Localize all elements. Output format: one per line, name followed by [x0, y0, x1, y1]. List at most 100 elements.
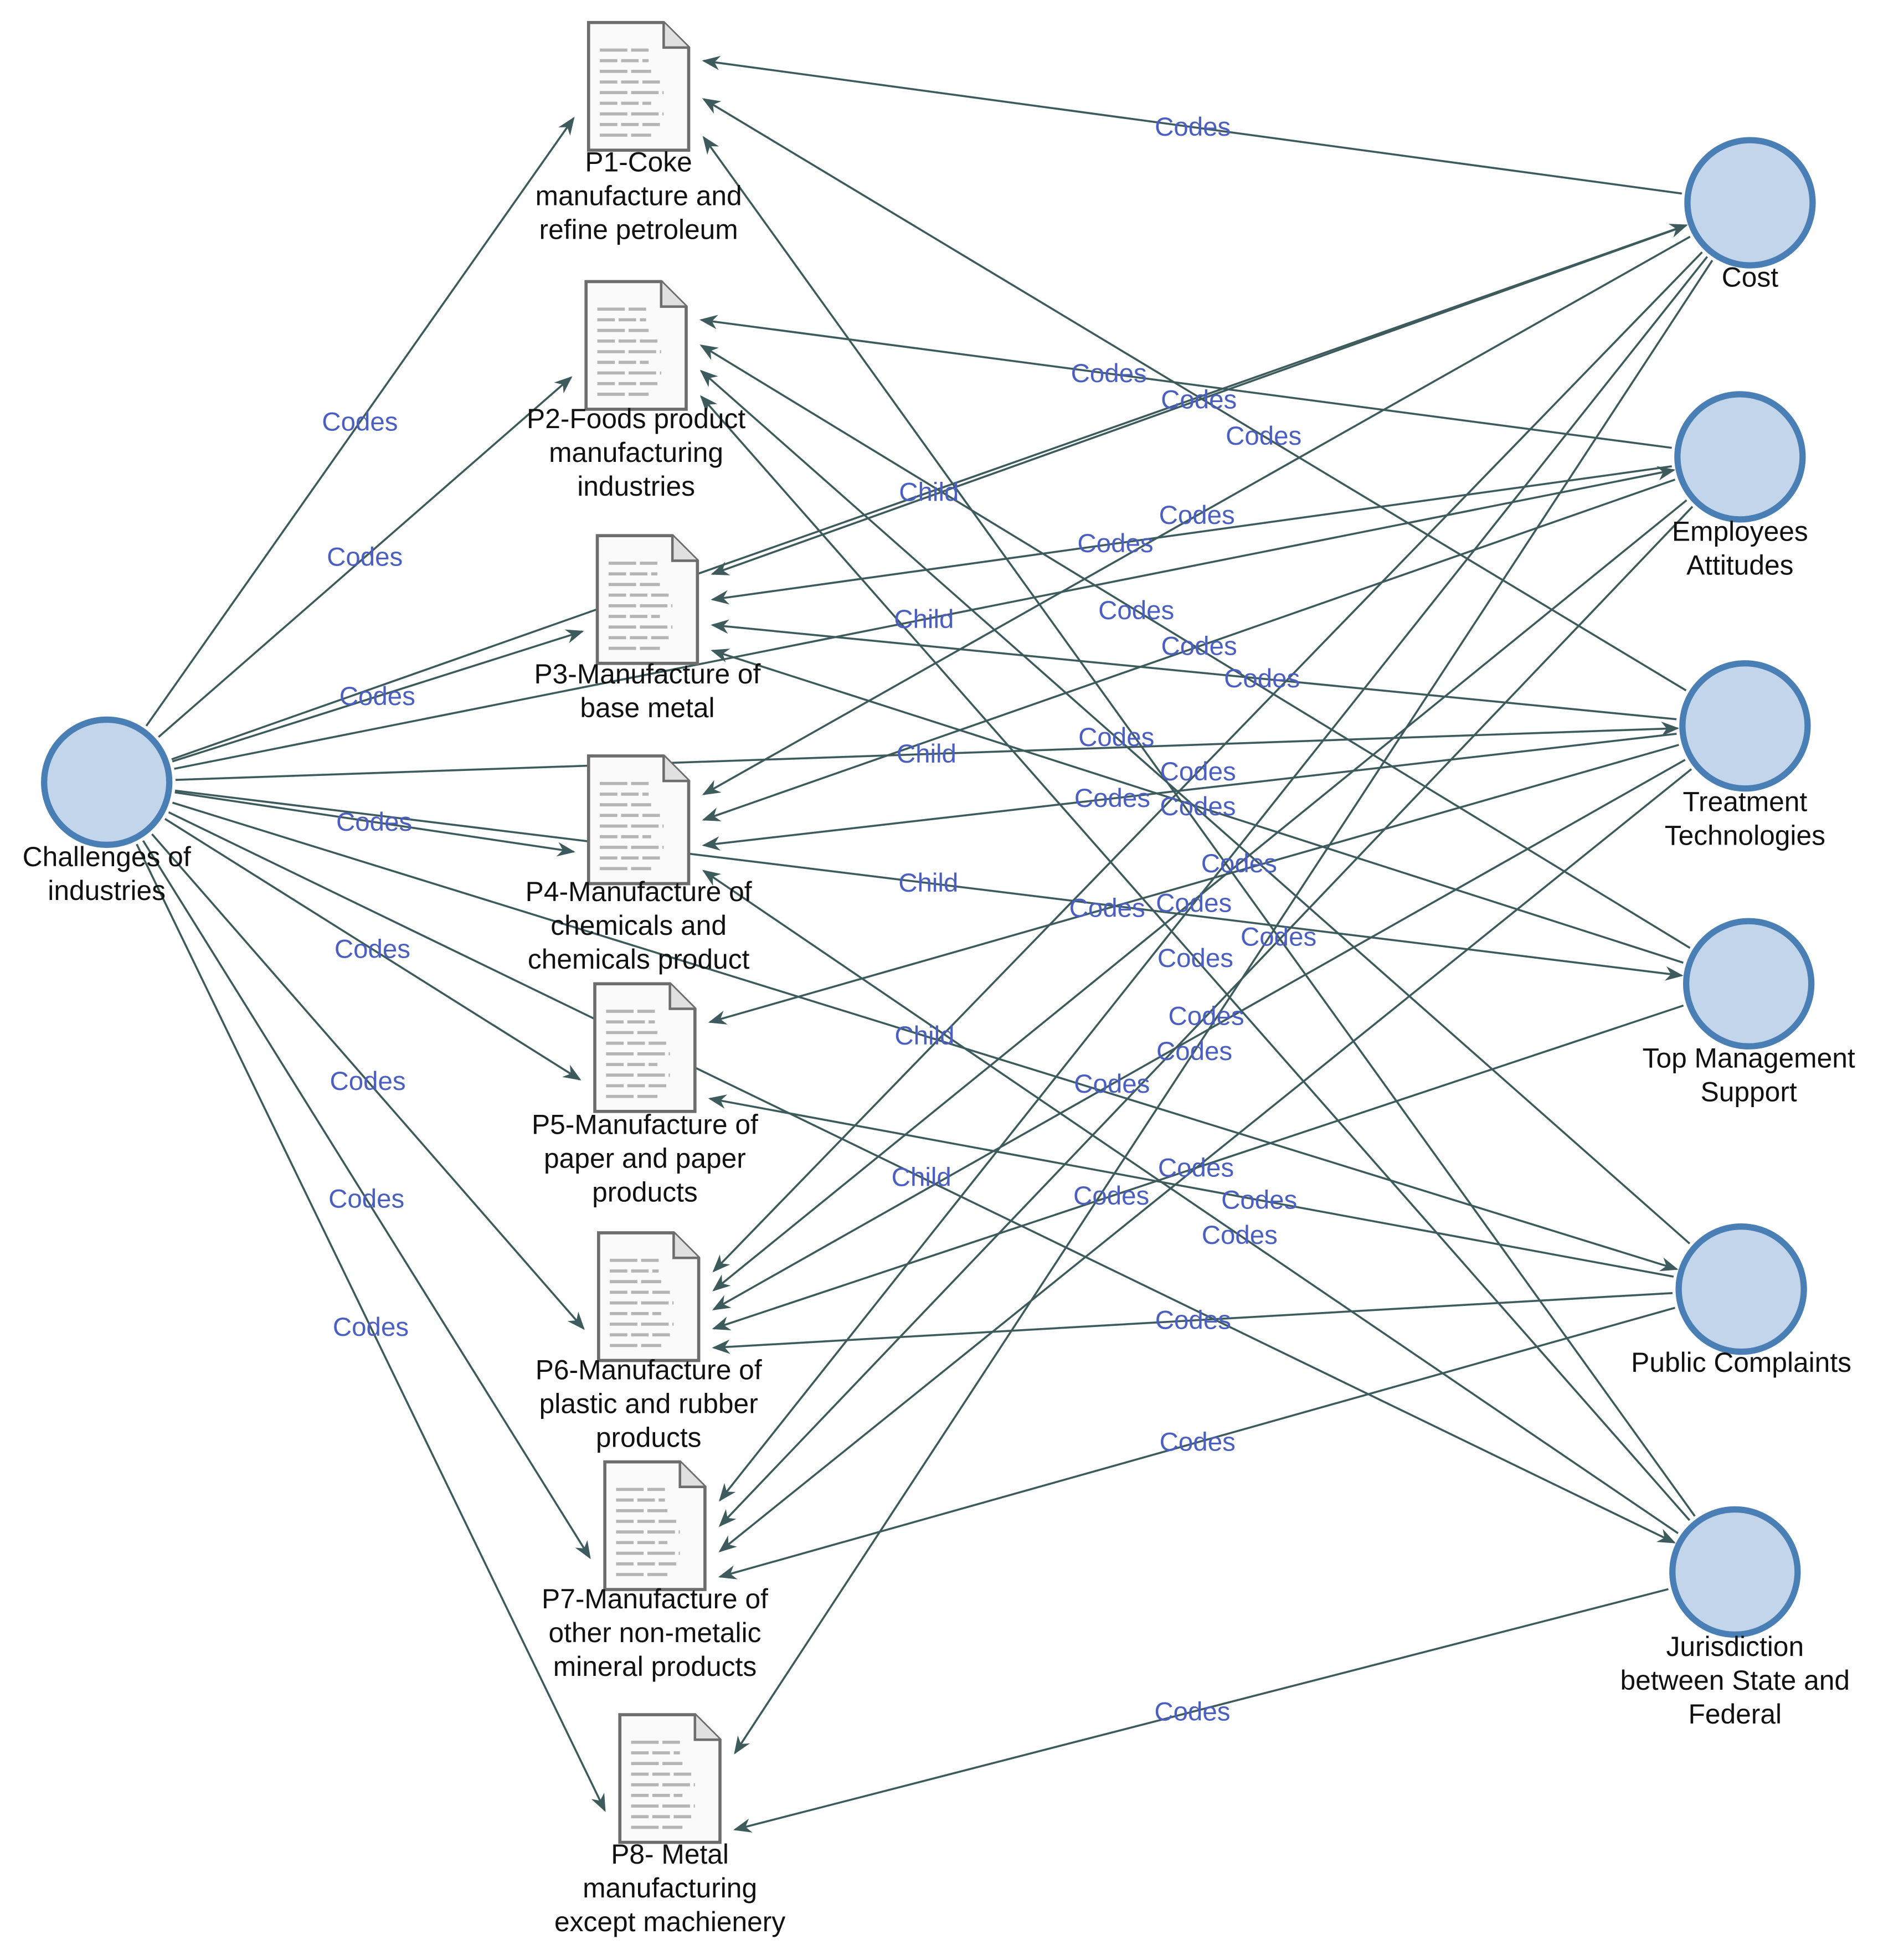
- document-icon[interactable]: [595, 534, 699, 665]
- edge-pub-P6[interactable]: [712, 1292, 1673, 1354]
- edge-emp-P4[interactable]: [702, 479, 1676, 821]
- edge-top-P6[interactable]: [712, 1004, 1684, 1330]
- edge-label: Codes: [328, 1185, 404, 1214]
- edge-emp-P6[interactable]: [712, 499, 1687, 1292]
- document-icon[interactable]: [618, 1713, 722, 1844]
- edge-cost-P3[interactable]: [711, 225, 1686, 575]
- edge-hub-emp[interactable]: [174, 466, 1676, 770]
- edge-label: Codes: [1073, 1181, 1149, 1211]
- edge-treat-P7[interactable]: [718, 768, 1692, 1552]
- edge-treat-P5[interactable]: [708, 744, 1679, 1025]
- edge-label: Codes: [1078, 723, 1154, 752]
- node-label: products: [596, 1422, 702, 1453]
- edge-cost-P6[interactable]: [712, 251, 1703, 1273]
- edge-pub-P7[interactable]: [718, 1306, 1675, 1580]
- document-icon[interactable]: [586, 20, 691, 152]
- edge-treat-P1[interactable]: [702, 98, 1687, 692]
- edge-hub-P5[interactable]: [164, 818, 582, 1081]
- edge-emp-P7[interactable]: [718, 506, 1694, 1527]
- edge-jur-P4[interactable]: [702, 870, 1679, 1535]
- edge-cost-P8[interactable]: [734, 260, 1714, 1755]
- document-icon[interactable]: [603, 1460, 707, 1591]
- edge-top-P3[interactable]: [711, 649, 1684, 964]
- circle-node-icon[interactable]: [1675, 1223, 1807, 1355]
- node-label: Attitudes: [1686, 549, 1793, 580]
- edge-hub-P4[interactable]: [174, 791, 575, 857]
- edge-jur-P1[interactable]: [702, 136, 1696, 1517]
- edge-label: Codes: [1074, 784, 1150, 813]
- edge-jur-P8[interactable]: [733, 1588, 1669, 1833]
- edge-label: Codes: [1201, 849, 1277, 878]
- node-label: P8- Metal: [611, 1839, 729, 1870]
- node-label: except machienery: [554, 1906, 785, 1937]
- edge-hub-P1[interactable]: [145, 116, 575, 727]
- circle-node-icon[interactable]: [1679, 660, 1811, 792]
- edge-hub-P8[interactable]: [136, 843, 606, 1812]
- node-pub[interactable]: Public Complaints: [1631, 1223, 1851, 1378]
- edge-pub-P5[interactable]: [708, 1094, 1674, 1278]
- circle-node-icon[interactable]: [1684, 137, 1816, 269]
- edge-hub-P2[interactable]: [158, 376, 573, 738]
- edge-label: Codes: [330, 1067, 405, 1096]
- edge-label: Codes: [336, 807, 412, 837]
- edge-hub-P7[interactable]: [142, 840, 591, 1560]
- edge-emp-P2[interactable]: [699, 315, 1672, 449]
- node-label: Challenges of: [23, 841, 191, 872]
- edge-hub-top[interactable]: [174, 789, 1684, 981]
- edge-label: Codes: [1241, 922, 1316, 951]
- edge-pub-P2[interactable]: [699, 369, 1691, 1244]
- edge-top-P2[interactable]: [699, 344, 1691, 949]
- edge-treat-P6[interactable]: [712, 759, 1686, 1310]
- document-icon[interactable]: [584, 280, 688, 411]
- edge-label: Child: [894, 1021, 954, 1051]
- edge-label: Codes: [339, 682, 415, 711]
- node-label: base metal: [580, 692, 714, 723]
- circle-node-icon[interactable]: [1669, 1506, 1801, 1638]
- edge-hub-cost[interactable]: [171, 224, 1688, 760]
- edge-label: Codes: [1160, 757, 1236, 786]
- node-label: between State and: [1620, 1665, 1850, 1696]
- edge-label: Child: [899, 477, 959, 507]
- document-icon[interactable]: [586, 754, 691, 886]
- edge-label: Codes: [335, 934, 410, 964]
- node-label: paper and paper: [544, 1143, 746, 1174]
- circle-node-icon[interactable]: [1674, 391, 1806, 523]
- circle-node-icon[interactable]: [41, 716, 173, 848]
- edge-hub-treat[interactable]: [175, 721, 1680, 781]
- edge-jur-P2[interactable]: [699, 395, 1691, 1521]
- edge-hub-pub[interactable]: [172, 801, 1679, 1272]
- edge-label: Codes: [322, 408, 398, 437]
- edge-label: Codes: [1074, 1069, 1150, 1099]
- document-icon[interactable]: [596, 1231, 701, 1362]
- node-label: plastic and rubber: [539, 1388, 758, 1419]
- edge-hub-jur[interactable]: [168, 811, 1676, 1544]
- edge-hub-P3[interactable]: [172, 629, 584, 763]
- edge-treat-P3[interactable]: [711, 619, 1677, 721]
- node-label: refine petroleum: [539, 214, 738, 245]
- circle-node-icon[interactable]: [1683, 918, 1815, 1050]
- edge-cost-P1[interactable]: [702, 55, 1682, 195]
- edge-hub-P6[interactable]: [151, 833, 585, 1330]
- node-cost[interactable]: Cost: [1684, 137, 1816, 293]
- edge-label: Codes: [1160, 792, 1236, 821]
- edge-label: Child: [892, 1162, 951, 1192]
- edge-label: Codes: [1160, 1428, 1236, 1457]
- node-label: Federal: [1689, 1699, 1782, 1730]
- edge-emp-P3[interactable]: [711, 465, 1672, 605]
- edge-treat-P4[interactable]: [702, 733, 1677, 851]
- document-icon[interactable]: [593, 982, 697, 1113]
